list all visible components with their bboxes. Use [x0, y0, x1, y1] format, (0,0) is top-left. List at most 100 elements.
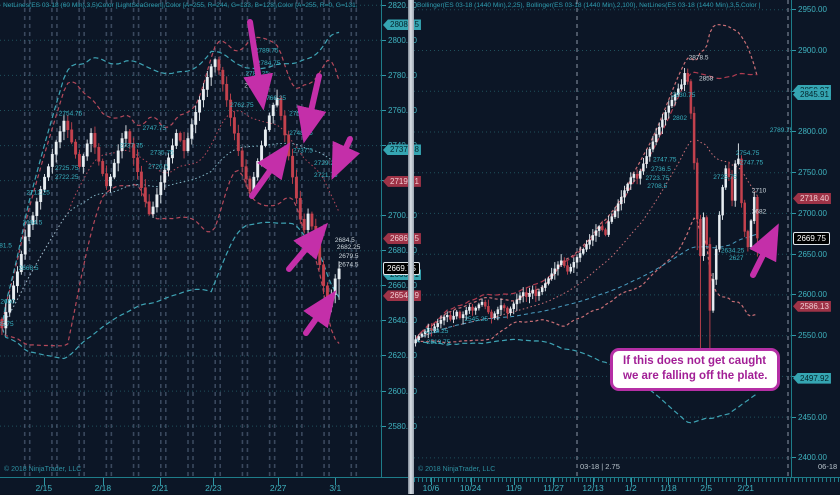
- candlestick-chart-60min[interactable]: 2789.752784.752781.2527732766.252762.752…: [0, 0, 381, 477]
- candle-body: [108, 176, 112, 187]
- candle-body: [667, 105, 671, 113]
- time-tick-label: 3/1: [329, 483, 342, 493]
- candle-body: [97, 147, 101, 162]
- candle-body: [190, 124, 194, 139]
- price-tick-label: 2900.00: [792, 46, 827, 55]
- candle-body: [101, 161, 105, 174]
- candle-body: [601, 226, 604, 231]
- magenta-arrow[interactable]: [749, 223, 779, 278]
- candle-body: [39, 189, 43, 202]
- candle-body: [686, 73, 689, 82]
- chart-title-right: Bollinger(ES 03-18 (1440 Min),2,25), Bol…: [417, 2, 761, 9]
- price-axis-right[interactable]: 2400.002450.002500.002550.002600.002650.…: [791, 0, 840, 477]
- netline-price-label: 2737.5: [293, 148, 313, 155]
- candle-body: [468, 306, 471, 311]
- candle-body: [132, 143, 136, 159]
- netline-price-label: 2878.5: [689, 55, 709, 62]
- price-tick-label: 2640.00: [382, 316, 417, 326]
- magenta-arrow[interactable]: [286, 222, 328, 272]
- netline-price-label: 2712.25: [26, 190, 50, 197]
- candle-body: [306, 213, 310, 230]
- candle-body: [525, 292, 528, 297]
- netline-price-label: 2758.5: [289, 111, 309, 118]
- candle-body: [194, 111, 198, 125]
- last-price-badge: 2669.75: [793, 231, 830, 245]
- netline-price-label: 2684.5: [335, 237, 355, 244]
- indicator-price-badge-red: 2586.13: [793, 300, 831, 312]
- candle-body: [540, 287, 544, 292]
- magenta-arrow[interactable]: [296, 73, 327, 144]
- candle-body: [455, 311, 458, 317]
- candle-body: [639, 170, 642, 179]
- candle-body: [139, 171, 143, 188]
- panel-splitter[interactable]: [408, 0, 414, 494]
- contract-rollover-label: 06-18: [818, 462, 838, 471]
- price-axis-left[interactable]: 2580.00 2600.00 2620.00 2640.00 2660.00 2680.…: [381, 0, 421, 477]
- candle-body: [645, 156, 648, 164]
- netline-price-label: 2694.5: [22, 220, 42, 227]
- candle-body: [136, 157, 140, 173]
- candle-body: [229, 99, 233, 118]
- magenta-arrow[interactable]: [249, 142, 291, 199]
- price-tick-label: 2780.00: [382, 70, 417, 80]
- candle-body: [474, 307, 477, 311]
- time-tick-label: 2/18: [94, 483, 112, 493]
- netline-price-label: 2681.5: [0, 242, 12, 249]
- candle-body: [604, 229, 607, 235]
- magenta-arrow[interactable]: [303, 290, 337, 336]
- candle-body: [610, 216, 614, 222]
- candle-body: [423, 331, 427, 335]
- netline-price-label: 2789.75: [770, 127, 791, 134]
- candle-body: [248, 178, 252, 192]
- candle-body: [70, 129, 74, 143]
- candle-body: [271, 104, 275, 116]
- candle-body: [217, 59, 221, 71]
- candle-body: [509, 308, 512, 314]
- arrow-annotations-layer[interactable]: [749, 223, 779, 278]
- candle-body: [155, 194, 159, 208]
- candle-body: [661, 119, 664, 128]
- netline-price-label: 2747.75: [740, 160, 764, 167]
- candle-body: [120, 138, 124, 152]
- candle-body: [263, 129, 267, 146]
- netline-price-label: 2710: [752, 187, 767, 194]
- candle-body: [178, 133, 182, 141]
- price-tick-label: 2650.00: [792, 249, 827, 259]
- chart-panel-left[interactable]: 2789.752784.752781.2527732766.252762.752…: [0, 0, 421, 495]
- candle-body: [420, 333, 424, 337]
- candle-body: [337, 268, 341, 280]
- candle-body: [626, 183, 629, 191]
- time-axis-right[interactable]: 10/6 10/24 11/9 11/27 12/13 1/2 1/18 2/5 2/21: [414, 477, 840, 495]
- time-tick: [102, 478, 104, 485]
- candle-body: [186, 138, 190, 152]
- magenta-arrow[interactable]: [331, 136, 361, 180]
- netline-price-label: 2726.5: [148, 163, 168, 170]
- candle-body: [635, 174, 639, 179]
- candle-body: [629, 177, 633, 185]
- time-tick-label: 12/13: [582, 483, 604, 493]
- candle-body: [569, 266, 572, 272]
- candle-body: [746, 231, 750, 248]
- candle-body: [417, 336, 420, 341]
- candle-body: [143, 187, 147, 202]
- price-tick-label: 2580.00: [382, 421, 417, 431]
- candle-body: [43, 176, 47, 190]
- netline-price-label: 2747.75: [653, 156, 677, 163]
- time-tick: [470, 478, 472, 485]
- time-axis-left[interactable]: 2/15 2/18 2/21 2/23 2/27 3/1: [0, 477, 408, 495]
- netline-price-label: 2784.75: [257, 60, 281, 67]
- arrow-annotations-layer[interactable]: [243, 19, 361, 336]
- candle-body: [721, 187, 724, 216]
- candle-body: [50, 154, 54, 167]
- price-tick-label: 2700.00: [792, 208, 827, 218]
- netline-price-label: 2528.25: [425, 328, 449, 335]
- chart-panel-right[interactable]: 2878.5 2858 2830.75 2802 2789.75 2747.75 2736.…: [414, 0, 840, 494]
- magenta-arrow[interactable]: [243, 19, 273, 111]
- netline-price-label: 2762.75: [230, 102, 254, 109]
- time-tick: [278, 478, 280, 485]
- price-tick-label: 2760.00: [382, 105, 417, 115]
- time-tick-label: 2/21: [737, 483, 755, 493]
- candlestick-chart-daily[interactable]: 2878.5 2858 2830.75 2802 2789.75 2747.75 2736.…: [414, 0, 791, 477]
- time-tick: [160, 478, 162, 485]
- chart-text-annotation[interactable]: If this does not get caught we are falli…: [610, 348, 781, 391]
